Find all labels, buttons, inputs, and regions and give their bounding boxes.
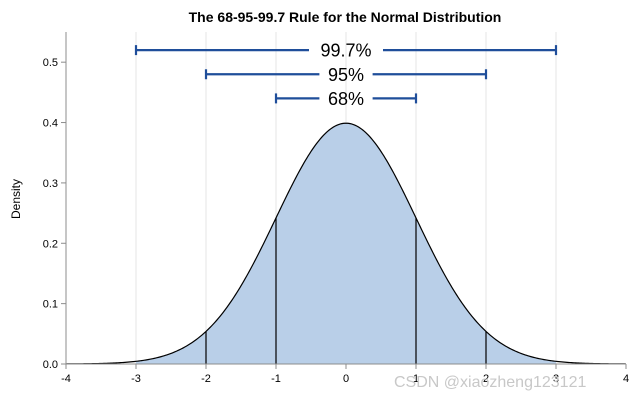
axes: -4 -3 -2 -1 0 1 2 3 4 0.0 0.1 0.2 0.3 0.4 0.5	[43, 32, 629, 385]
range-label-2: 68%	[328, 89, 364, 109]
x-tick-label--4: -4	[61, 373, 71, 385]
x-tick-label-1: 1	[413, 373, 419, 385]
x-tick-label-4: 4	[623, 373, 629, 385]
y-tick-label-0: 0.0	[43, 359, 58, 371]
x-tick-label-2: 2	[483, 373, 489, 385]
shaded-area	[136, 123, 556, 365]
x-tick-label--3: -3	[131, 373, 141, 385]
chart-title: The 68-95-99.7 Rule for the Normal Distr…	[189, 9, 502, 25]
gridlines	[135, 32, 557, 364]
x-tick-label-0: 0	[343, 373, 349, 385]
range-label-1: 95%	[328, 65, 364, 85]
x-tick-label--1: -1	[271, 373, 281, 385]
y-axis-label: Density	[9, 179, 23, 219]
watermark: CSDN @xiaozheng123121	[394, 374, 586, 391]
x-tick-label-3: 3	[553, 373, 559, 385]
density-curve	[65, 122, 627, 365]
x-tick-label--2: -2	[201, 373, 211, 385]
density-curve-group	[65, 122, 627, 365]
y-tick-label-1: 0.1	[43, 299, 58, 311]
y-tick-label-3: 0.3	[43, 178, 58, 190]
shaded-region	[136, 123, 556, 365]
y-tick-label-4: 0.4	[43, 118, 58, 130]
range-label-0: 99.7%	[320, 41, 371, 61]
y-tick-label-2: 0.2	[43, 238, 58, 250]
range-annotations: 99.7% 95% 68%	[134, 41, 558, 109]
y-tick-label-5: 0.5	[43, 57, 58, 69]
